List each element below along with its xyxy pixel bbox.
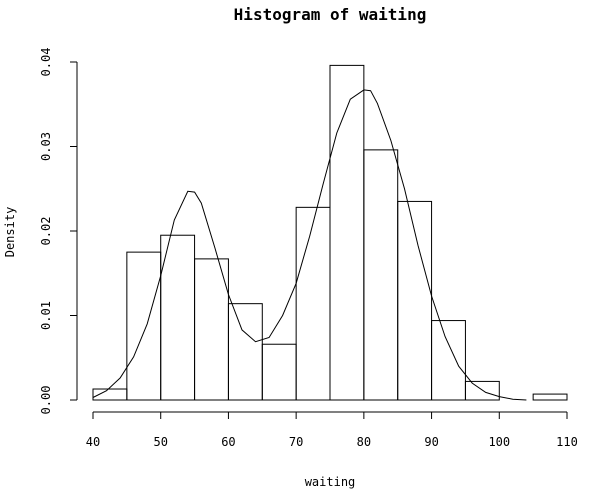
density-curve [92, 89, 527, 401]
histogram-bar-50-55 [160, 234, 196, 401]
histogram-bar-80-85 [363, 149, 399, 401]
histogram-bar-105-110 [532, 393, 568, 401]
y-tick-label: 0.04 [39, 48, 53, 77]
histogram-bar-65-70 [261, 343, 297, 401]
x-tick-label: 110 [556, 435, 578, 449]
chart-title: Histogram of waiting [234, 5, 427, 24]
x-tick-label: 70 [289, 435, 303, 449]
y-tick-label: 0.03 [39, 132, 53, 161]
x-tick-label: 100 [488, 435, 510, 449]
histogram-bar-85-90 [397, 200, 433, 401]
y-axis-label: Density [3, 207, 17, 258]
y-tick-label: 0.00 [39, 386, 53, 415]
y-axis: 0.00 0.01 0.02 0.03 0.04 [39, 48, 78, 415]
histogram-bar-75-80 [329, 64, 365, 401]
x-tick-label: 80 [357, 435, 371, 449]
y-tick-label: 0.02 [39, 217, 53, 246]
histogram-bar-90-95 [431, 320, 466, 401]
x-tick-label: 60 [221, 435, 235, 449]
x-tick-label: 40 [86, 435, 100, 449]
histogram-bar-70-75 [295, 206, 331, 401]
histogram-bar-60-65 [227, 303, 263, 401]
x-tick-label: 50 [153, 435, 167, 449]
x-axis: 40 50 60 70 80 90 100 110 [86, 411, 578, 449]
histogram-bar-45-50 [126, 251, 162, 401]
y-tick-label: 0.01 [39, 301, 53, 330]
histogram-bar-55-60 [194, 258, 229, 401]
histogram-bar-95-100 [464, 380, 500, 401]
histogram-bars [92, 64, 568, 401]
x-tick-label: 90 [424, 435, 438, 449]
x-axis-label: waiting [305, 475, 356, 489]
